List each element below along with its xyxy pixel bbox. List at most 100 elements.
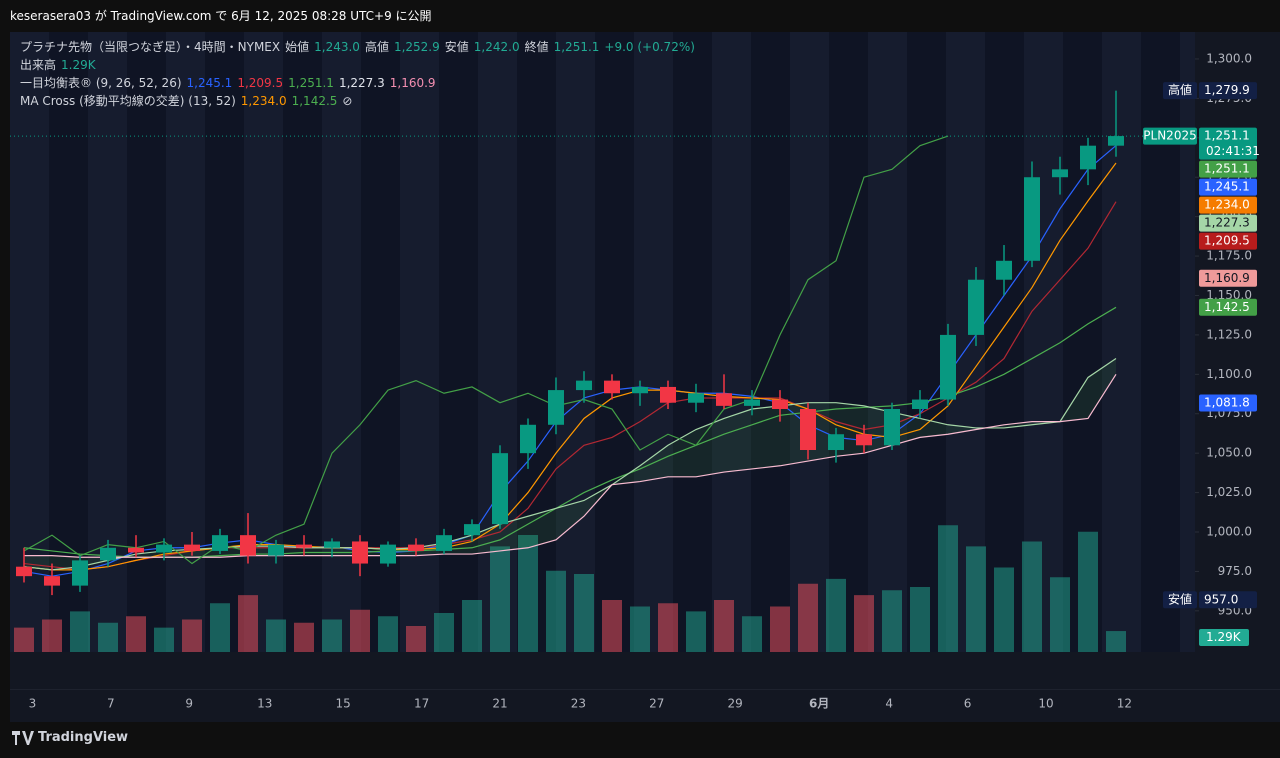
candle-body (716, 393, 732, 406)
volume-bar (238, 595, 258, 652)
session-band (985, 32, 1024, 652)
legend-row: MA Cross (移動平均線の交差) (13, 52) 1,234.0 1,142… (20, 92, 700, 110)
volume-bar (630, 606, 650, 652)
legend-item: 1,142.5 (291, 94, 338, 108)
volume-bar (98, 622, 118, 652)
candle-body (352, 541, 368, 564)
legend-item: 出来高 (20, 58, 57, 72)
price-tag-label: 1,160.9 (1204, 271, 1250, 285)
session-band (673, 32, 712, 652)
legend-item: MA Cross (移動平均線の交差) (13, 52) (20, 94, 236, 108)
legend-item: 1,252.9 (393, 40, 440, 54)
candle-body (16, 566, 32, 577)
candle-body (1080, 145, 1096, 170)
candle-body (464, 524, 480, 536)
legend-item: 安値 (444, 40, 469, 54)
legend-item: 一目均衡表® (9, 26, 52, 26) (20, 76, 182, 90)
volume-bar (714, 600, 734, 652)
x-tick-label: 21 (492, 697, 507, 711)
x-tick-label: 12 (1117, 697, 1132, 711)
price-tag (1199, 298, 1257, 316)
candle-body (660, 386, 676, 403)
candle-body (632, 386, 648, 394)
price-tag-prefix: 安値 (1168, 591, 1192, 606)
volume-bar (1022, 541, 1042, 652)
price-tag-prefix-bg (1143, 127, 1197, 145)
indicator-line (24, 374, 1117, 558)
price-tag-prefix-bg (1163, 591, 1197, 609)
price-tag-sub: 02:41:31 (1206, 144, 1260, 158)
price-tag-prefix: PLN2025 (1143, 129, 1196, 143)
candle-body (688, 393, 704, 403)
volume-bar (518, 535, 538, 652)
candle-body (548, 390, 564, 425)
candle-body (912, 399, 928, 410)
price-tag-label: 1,251.1 (1204, 162, 1250, 176)
legend-item: 1,243.0 (314, 40, 360, 54)
candle-body (72, 560, 88, 586)
y-tick-label: 1,100.0 (1206, 367, 1252, 381)
price-tag-label: 1,142.5 (1204, 300, 1250, 314)
price-tag-label: 1,227.3 (1204, 216, 1250, 230)
candle-body (408, 544, 424, 551)
volume-bar (910, 587, 930, 652)
legend-item: 1,234.0 (240, 94, 287, 108)
candle-body (828, 434, 844, 451)
legend-item: 終値 (524, 40, 549, 54)
session-band (595, 32, 634, 652)
session-band (829, 32, 868, 652)
candle-body (184, 544, 200, 551)
x-tick-label: 9 (185, 697, 193, 711)
candle-body (268, 544, 284, 556)
volume-bar (938, 525, 958, 652)
volume-bar (1106, 631, 1126, 652)
candle-body (156, 544, 172, 553)
x-tick-label: 10 (1038, 697, 1053, 711)
candle-body (744, 399, 760, 406)
legend-item: ⊘ (342, 94, 353, 108)
volume-bar (854, 595, 874, 652)
volume-bar (434, 613, 454, 652)
volume-bar (350, 609, 370, 652)
price-axis-bg (1195, 32, 1280, 652)
candle-body (856, 434, 872, 446)
legend-item: +9.0 (+0.72%) (604, 40, 695, 54)
volume-bar (966, 546, 986, 652)
price-tag (1199, 82, 1257, 100)
legend-item: 1,209.5 (237, 76, 284, 90)
session-band (439, 32, 478, 652)
price-tag (1199, 196, 1257, 214)
volume-bar (70, 611, 90, 652)
candle-body (100, 547, 116, 561)
volume-tag-label: 1.29K (1206, 630, 1242, 644)
volume-bar (770, 606, 790, 652)
price-tag-label: 1,234.0 (1204, 198, 1250, 212)
y-tick-label: 1,300.0 (1206, 51, 1252, 65)
footer-text: TradingView (38, 730, 129, 745)
y-tick-label: 1,125.0 (1206, 327, 1252, 341)
time-axis-bg (0, 690, 1280, 722)
indicator-line (23, 135, 949, 565)
y-tick-label: 1,150.0 (1206, 288, 1252, 302)
volume-bar (462, 600, 482, 652)
session-band (205, 32, 244, 652)
volume-bar (154, 627, 174, 652)
left-edge (0, 32, 10, 722)
x-tick-label: 23 (571, 697, 586, 711)
candle-body (212, 535, 228, 551)
candle-body (800, 409, 816, 451)
volume-bar (266, 619, 286, 652)
candle-body (968, 279, 984, 335)
volume-bar (826, 578, 846, 652)
legend-item: 1.29K (61, 58, 96, 72)
candle-body (492, 453, 508, 525)
price-tag (1199, 591, 1257, 609)
legend-row: 出来高 1.29K (20, 56, 700, 74)
volume-bar (1078, 531, 1098, 652)
ichimoku-cloud (24, 358, 1116, 570)
candle-body (604, 380, 620, 394)
session-band (751, 32, 790, 652)
volume-bar (14, 627, 34, 652)
x-tick-label: 7 (107, 697, 115, 711)
price-tag (1199, 178, 1257, 196)
